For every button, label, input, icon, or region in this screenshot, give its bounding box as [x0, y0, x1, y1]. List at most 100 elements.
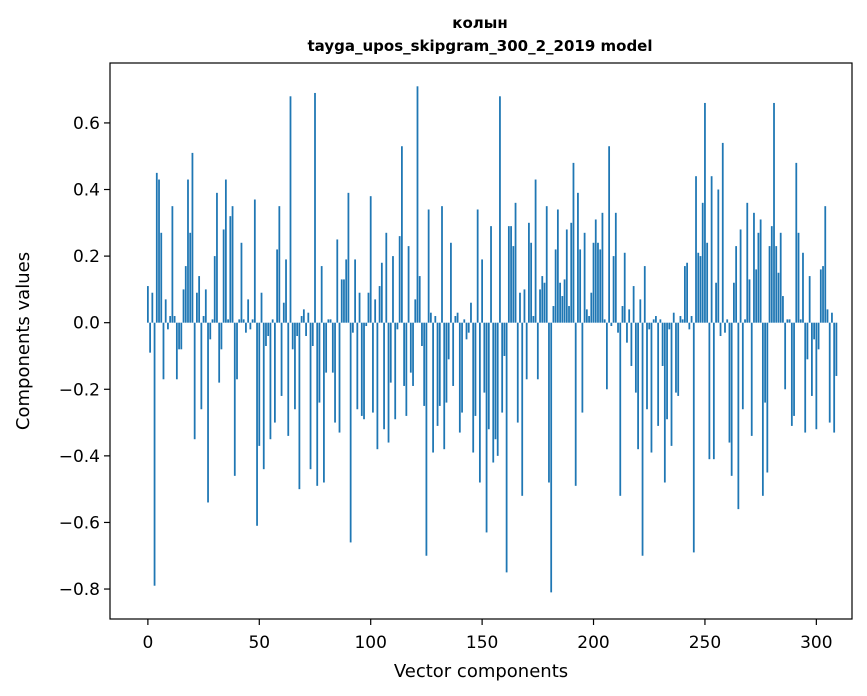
bar [416, 86, 419, 323]
bar [708, 322, 711, 460]
bar [761, 322, 764, 496]
y-tick-label: −0.2 [59, 380, 100, 400]
bar [690, 316, 693, 323]
bar [592, 242, 595, 323]
bar [730, 322, 733, 476]
bar [407, 246, 410, 323]
bar [367, 292, 370, 323]
bar [606, 322, 608, 390]
bar [276, 249, 279, 323]
bar [683, 266, 686, 323]
x-tick-label: 150 [466, 633, 498, 653]
bar [599, 249, 602, 323]
bar [434, 316, 437, 323]
bar [815, 322, 818, 430]
bar [819, 269, 822, 323]
bar [447, 322, 450, 360]
x-axis-ticks: 0 50 100 150 200 250 300 [142, 619, 833, 653]
bar [363, 322, 365, 420]
bar [630, 322, 633, 366]
bar [505, 322, 508, 573]
bar [329, 319, 332, 323]
x-tick-label: 200 [577, 633, 609, 653]
bar [405, 322, 408, 416]
bar [601, 212, 604, 323]
bar [499, 96, 501, 323]
bar [184, 266, 187, 323]
bar [438, 322, 441, 406]
bar [737, 322, 740, 510]
bar [717, 189, 720, 323]
bar [320, 266, 323, 323]
bar [641, 322, 644, 556]
bar [721, 142, 724, 323]
bar [222, 229, 225, 323]
bar [256, 322, 258, 526]
bar [452, 322, 455, 386]
bar [251, 319, 254, 323]
bar [436, 322, 439, 426]
bar [679, 316, 682, 323]
bar [265, 322, 267, 346]
bar [412, 322, 414, 386]
bar [759, 219, 762, 323]
bar [327, 319, 330, 323]
bar [552, 306, 555, 323]
bar [349, 322, 352, 543]
bar [233, 322, 236, 476]
bar [351, 322, 354, 333]
bar [802, 252, 804, 323]
bar [610, 322, 613, 327]
bar [334, 322, 336, 423]
bar [597, 242, 599, 323]
bar [318, 322, 321, 403]
bar [650, 322, 653, 453]
bar [151, 292, 154, 323]
bar [175, 322, 178, 380]
bar [675, 322, 677, 393]
bar [655, 316, 657, 323]
y-tick-label: 0.2 [73, 247, 100, 267]
x-tick-label: 100 [354, 633, 386, 653]
bar [496, 322, 499, 456]
bar [242, 319, 245, 323]
bar [372, 322, 374, 413]
bar [793, 322, 795, 416]
bar [167, 322, 169, 330]
bar [514, 202, 517, 323]
bar [833, 322, 836, 433]
bar [733, 282, 735, 323]
bar [835, 322, 838, 376]
bar [218, 322, 221, 383]
bar [726, 319, 729, 323]
chart-title-line2: tayga_upos_skipgram_300_2_2019 model [308, 37, 653, 55]
bar [681, 319, 684, 323]
bar [409, 322, 412, 373]
bar [298, 322, 301, 490]
x-tick-label: 50 [248, 633, 270, 653]
bar [677, 322, 680, 396]
bar [149, 322, 151, 353]
bar [398, 236, 401, 323]
bar [309, 322, 312, 470]
bar [688, 322, 691, 330]
bar [757, 232, 760, 323]
bar [648, 322, 651, 330]
bar [285, 259, 287, 323]
bar [189, 232, 192, 323]
bar [516, 322, 519, 423]
bar [236, 322, 238, 380]
bar [657, 322, 660, 426]
bar [748, 279, 751, 323]
bar [338, 322, 341, 433]
bar [541, 276, 544, 323]
y-axis-ticks: −0.8 −0.6 −0.4 −0.2 0.0 0.2 0.4 0.6 [59, 114, 110, 600]
bar [245, 322, 247, 333]
bar [784, 322, 787, 390]
bar [238, 319, 241, 323]
bar [258, 322, 261, 446]
x-tick-label: 300 [800, 633, 832, 653]
bar [545, 206, 548, 323]
bar [458, 322, 461, 433]
